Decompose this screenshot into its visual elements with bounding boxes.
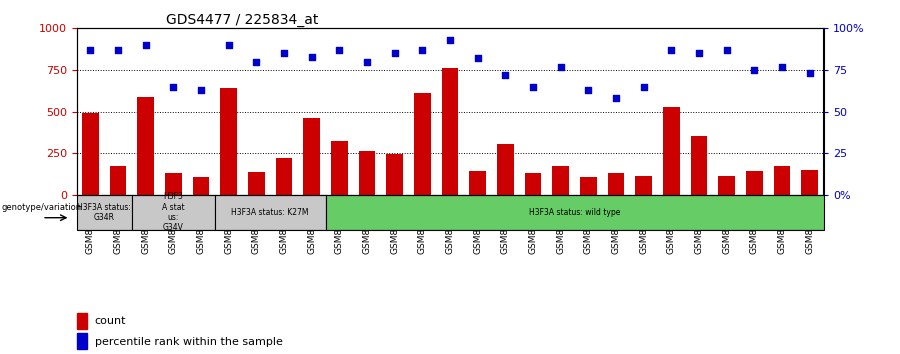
Point [304,54,319,59]
Point [166,84,181,89]
Bar [165,173,182,195]
Bar [110,166,126,195]
Point [581,87,596,93]
Bar [331,142,347,195]
Point [277,51,292,56]
Point [498,72,512,78]
Text: percentile rank within the sample: percentile rank within the sample [94,337,283,347]
Bar [275,158,292,195]
Point [471,56,485,61]
Point [249,59,264,64]
Bar [635,176,652,195]
Bar [138,97,154,195]
Point [775,64,789,69]
Bar [580,177,597,195]
Point [139,42,153,48]
Bar [82,113,99,195]
Text: genotype/variation: genotype/variation [2,202,82,212]
Point [332,47,347,53]
Point [692,51,706,56]
Bar [76,195,131,230]
Bar [801,170,818,195]
Bar [608,173,625,195]
Text: H3F3A status: K27M: H3F3A status: K27M [231,208,309,217]
Bar [470,171,486,195]
Text: H3F3A status:
G34R: H3F3A status: G34R [77,203,131,222]
Bar [248,172,265,195]
Bar [774,166,790,195]
Point [747,67,761,73]
Point [194,87,208,93]
Point [608,95,623,101]
Bar [414,93,430,195]
Bar [326,195,824,230]
Point [415,47,429,53]
Point [388,51,402,56]
Point [636,84,651,89]
Point [719,47,733,53]
Point [554,64,568,69]
Text: GDS4477 / 225834_at: GDS4477 / 225834_at [166,13,319,27]
Point [360,59,374,64]
Point [526,84,540,89]
Bar [386,154,403,195]
Bar [553,166,569,195]
Bar [131,195,215,230]
Bar [76,313,87,329]
Bar [746,171,762,195]
Bar [497,144,514,195]
Bar [193,177,210,195]
Text: H3F3
A stat
us:
G34V: H3F3 A stat us: G34V [162,192,184,233]
Point [221,42,236,48]
Text: count: count [94,316,126,326]
Text: H3F3A status: wild type: H3F3A status: wild type [529,208,620,217]
Point [111,47,125,53]
Point [803,70,817,76]
Bar [525,173,541,195]
Bar [76,333,87,349]
Point [664,47,679,53]
Bar [220,88,237,195]
Bar [215,195,326,230]
Bar [359,150,375,195]
Bar [442,68,458,195]
Bar [690,136,707,195]
Point [443,37,457,43]
Bar [663,107,680,195]
Bar [303,118,320,195]
Bar [718,176,735,195]
Point [83,47,97,53]
